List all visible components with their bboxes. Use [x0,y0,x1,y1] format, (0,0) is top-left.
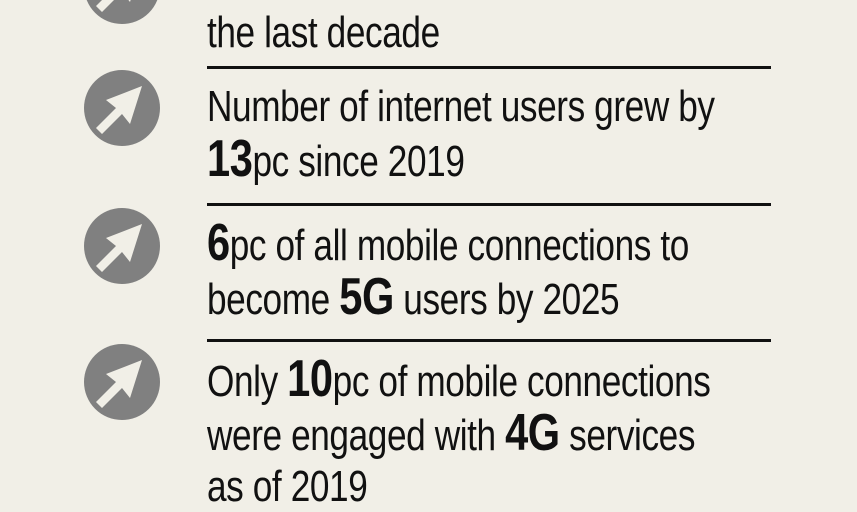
item-4-line-2: were engaged with 4G services [207,404,696,462]
item-1-line-1: the last decade [207,8,440,57]
arrow-up-right-icon [84,208,160,284]
divider [207,339,771,342]
item-4-line-1: Only 10pc of mobile connections [207,350,711,408]
arrow-up-right-icon [84,0,160,24]
item-3-line-2: become 5G users by 2025 [207,268,620,326]
arrow-up-right-icon [84,70,160,146]
arrow-up-right-icon [84,344,160,420]
item-2-line-1: Number of internet users grew by [207,82,715,131]
item-2-line-2: 13pc since 2019 [207,130,465,188]
divider [207,203,771,206]
item-3-line-1: 6pc of all mobile connections to [207,214,689,272]
divider [207,66,771,69]
item-4-line-3: as of 2019 [207,462,368,511]
